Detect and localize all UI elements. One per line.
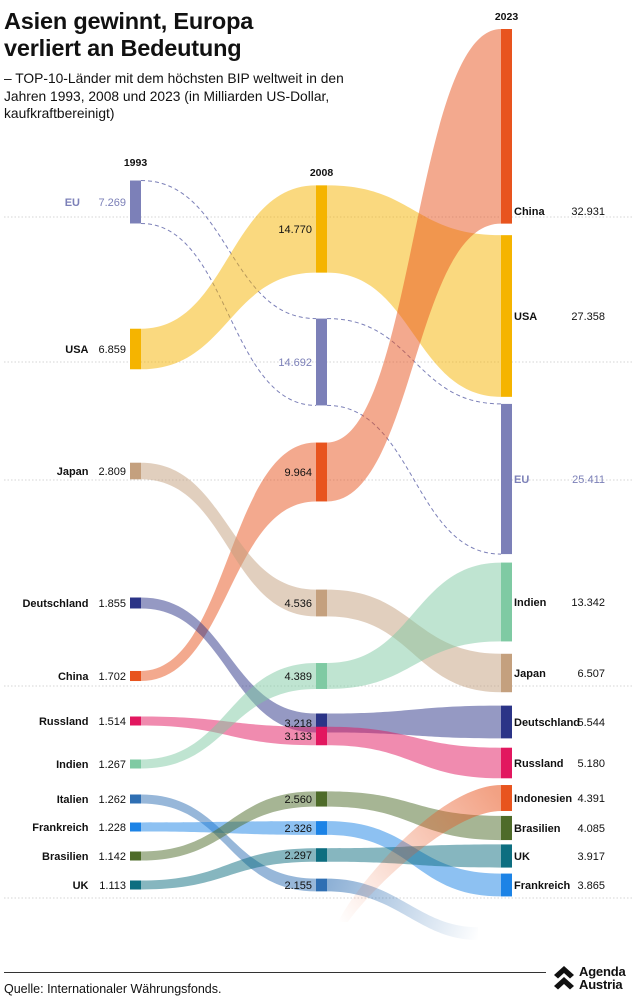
year-label-2008: 2008: [310, 167, 334, 179]
value-uk-2008: 2.297: [284, 850, 312, 862]
value-china-2008: 9.964: [284, 467, 312, 479]
value-usa-1993: 6.859: [98, 344, 126, 356]
country-label-russland-1993: Russland: [39, 716, 89, 728]
country-label-russland-2023: Russland: [514, 758, 564, 770]
value-frankreich-2023: 3.865: [577, 880, 605, 892]
country-label-usa-2023: USA: [514, 311, 537, 323]
bar-indien-2023: [501, 563, 512, 642]
country-label-japan-1993: Japan: [57, 466, 89, 478]
value-deutschland-1993: 1.855: [98, 598, 126, 610]
bar-brasilien-2008: [316, 791, 327, 806]
country-label-uk-2023: UK: [514, 851, 530, 863]
country-label-china-2023: China: [514, 206, 545, 218]
country-label-indonesien-2023: Indonesien: [514, 793, 572, 805]
bar-deutschland-1993: [130, 598, 141, 609]
value-brasilien-2023: 4.085: [577, 823, 605, 835]
value-japan-2008: 4.536: [284, 598, 312, 610]
country-label-eu-1993: EU: [65, 197, 80, 209]
bar-uk-2008: [316, 848, 327, 862]
country-label-brasilien-1993: Brasilien: [42, 851, 89, 863]
bar-frankreich-2008: [316, 821, 327, 835]
bar-indien-2008: [316, 663, 327, 689]
value-usa-2008: 14.770: [278, 224, 312, 236]
agenda-austria-logo: Agenda Austria: [552, 961, 634, 995]
bar-deutschland-2023: [501, 706, 512, 739]
value-eu-2008: 14.692: [278, 357, 312, 369]
country-label-indien-2023: Indien: [514, 597, 547, 609]
country-label-frankreich-2023: Frankreich: [514, 880, 571, 892]
logo-text-line-2: Austria: [579, 978, 622, 991]
value-japan-2023: 6.507: [577, 668, 605, 680]
bar-brasilien-2023: [501, 816, 512, 840]
bar-usa-1993: [130, 329, 141, 370]
value-russland-2008: 3.133: [284, 731, 312, 743]
bar-china-1993: [130, 671, 141, 681]
value-brasilien-1993: 1.142: [98, 851, 126, 863]
footer-divider: [4, 972, 546, 973]
value-russland-1993: 1.514: [98, 716, 126, 728]
value-indien-2023: 13.342: [571, 597, 605, 609]
value-italien-1993: 1.262: [98, 794, 126, 806]
bar-china-2023: [501, 29, 512, 224]
value-china-2023: 32.931: [571, 206, 605, 218]
chevron-logo-icon: [552, 962, 576, 992]
bar-usa-2023: [501, 235, 512, 397]
source-note: Quelle: Internationaler Währungsfonds.: [4, 982, 222, 996]
country-label-frankreich-1993: Frankreich: [32, 822, 89, 834]
country-label-indien-1993: Indien: [56, 759, 89, 771]
bar-russland-1993: [130, 717, 141, 726]
bar-indien-1993: [130, 760, 141, 769]
value-usa-2023: 27.358: [571, 311, 605, 323]
value-russland-2023: 5.180: [577, 758, 605, 770]
bar-japan-2023: [501, 654, 512, 692]
value-japan-1993: 2.809: [98, 466, 126, 478]
bar-japan-2008: [316, 590, 327, 617]
year-label-2023: 2023: [495, 11, 519, 23]
bar-eu-2023: [501, 404, 512, 554]
bar-uk-1993: [130, 881, 141, 890]
value-frankreich-1993: 1.228: [98, 822, 126, 834]
bar-indonesien-2023: [501, 785, 512, 811]
value-uk-1993: 1.113: [99, 880, 126, 892]
bar-brasilien-1993: [130, 852, 141, 861]
bar-usa-2008: [316, 185, 327, 272]
flow-usa-1993-2008: [141, 185, 316, 369]
value-deutschland-2008: 3.218: [284, 718, 312, 730]
value-eu-2023: 25.411: [572, 474, 605, 486]
value-italien-2008: 2.155: [284, 880, 312, 892]
value-deutschland-2023: 5.544: [577, 717, 605, 729]
value-china-1993: 1.702: [98, 671, 126, 683]
bar-uk-2023: [501, 844, 512, 867]
bar-frankreich-1993: [130, 823, 141, 832]
bar-eu-2008: [316, 319, 327, 406]
country-label-brasilien-2023: Brasilien: [514, 823, 561, 835]
year-label-1993: 1993: [124, 157, 148, 169]
country-label-usa-1993: USA: [65, 344, 88, 356]
country-label-japan-2023: Japan: [514, 668, 546, 680]
country-label-deutschland-2023: Deutschland: [514, 717, 580, 729]
value-indonesien-2023: 4.391: [577, 793, 605, 805]
value-uk-2023: 3.917: [577, 851, 605, 863]
value-indien-1993: 1.267: [98, 759, 126, 771]
country-label-eu-2023: EU: [514, 474, 529, 486]
value-frankreich-2008: 2.326: [284, 823, 312, 835]
bar-frankreich-2023: [501, 874, 512, 897]
country-label-italien-1993: Italien: [57, 794, 89, 806]
bar-russland-2023: [501, 748, 512, 779]
value-brasilien-2008: 2.560: [284, 794, 312, 806]
bar-italien-1993: [130, 795, 141, 804]
bar-italien-2008: [316, 879, 327, 892]
sankey-chart: 1993 2008 2023 7.269 EU 14.692 EU 25.411 6.859 US…: [0, 0, 638, 960]
country-label-deutschland-1993: Deutschland: [22, 598, 88, 610]
value-indien-2008: 4.389: [284, 671, 312, 683]
country-label-uk-1993: UK: [73, 880, 89, 892]
country-label-china-1993: China: [58, 671, 89, 683]
value-eu-1993: 7.269: [98, 197, 126, 209]
bar-china-2008: [316, 443, 327, 502]
bar-russland-2008: [316, 727, 327, 746]
bar-japan-1993: [130, 463, 141, 480]
bar-eu-1993: [130, 181, 141, 224]
flow-italien-1993-2008: [141, 795, 316, 892]
